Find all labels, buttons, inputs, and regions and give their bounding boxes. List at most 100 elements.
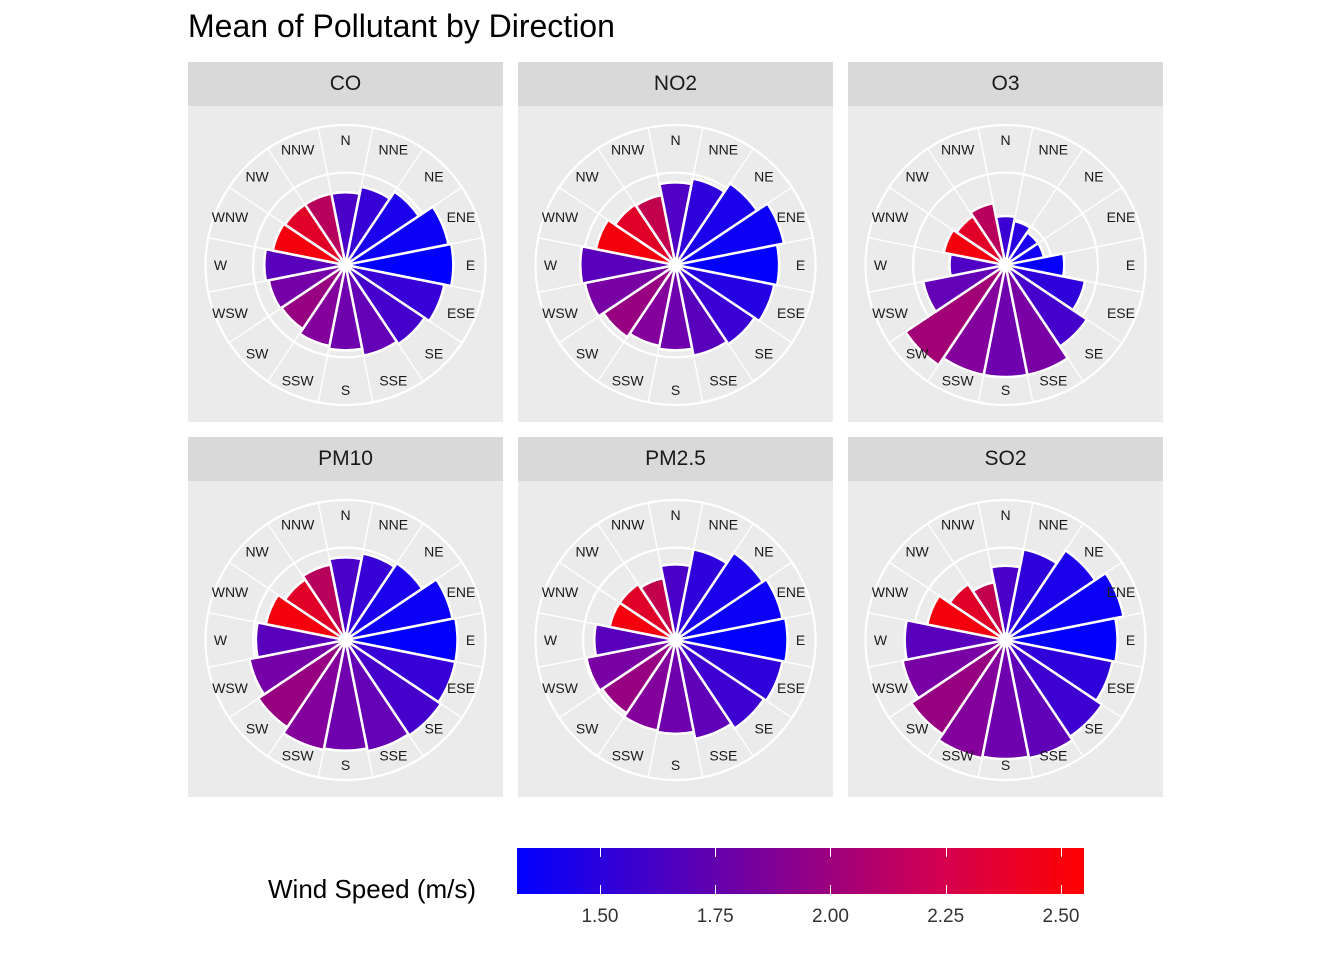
- facet-strip-label: SO2: [848, 437, 1163, 481]
- grid-circle: [204, 498, 487, 782]
- wedge-nw: [948, 582, 1007, 642]
- direction-label: W: [544, 257, 558, 273]
- polar-chart: N NNE NE ENE E ESE SE SSE S SSW SW WSW W WNW NW NNW: [864, 498, 1147, 782]
- facet-panel: SO2 N NNE NE ENE E ESE SE SSE S SSW SW WSW W WNW NW NNW: [848, 437, 1163, 797]
- wedge-sse: [1004, 638, 1074, 760]
- wedge-wnw: [594, 218, 677, 267]
- wedge-sw: [256, 638, 347, 729]
- facet-strip-label: PM10: [188, 437, 503, 481]
- direction-label: E: [796, 257, 805, 273]
- direction-label: NNE: [379, 517, 409, 533]
- polar-plot-area: N NNE NE ENE E ESE SE SSE S SSW SW WSW W WNW NW NNW: [188, 106, 503, 422]
- direction-label: E: [796, 632, 805, 648]
- colorbar-tick-mark: [1060, 848, 1062, 857]
- polar-plot-area: N NNE NE ENE E ESE SE SSE S SSW SW WSW W WNW NW NNW: [848, 481, 1163, 797]
- wedge-ese: [674, 263, 776, 323]
- polar-chart: N NNE NE ENE E ESE SE SSE S SSW SW WSW W WNW NW NNW: [204, 123, 487, 407]
- wedge-nnw: [303, 192, 347, 267]
- direction-label: ESE: [777, 305, 805, 321]
- wedge-nnw: [639, 576, 677, 642]
- direction-label: S: [1001, 757, 1010, 773]
- wedge-se: [344, 263, 426, 346]
- wedge-w: [254, 621, 347, 659]
- polar-chart: N NNE NE ENE E ESE SE SSE S SSW SW WSW W WNW NW NNW: [534, 123, 817, 407]
- direction-label: S: [341, 382, 350, 398]
- direction-label: ESE: [1107, 680, 1135, 696]
- wedge-sse: [674, 263, 729, 357]
- wedge-nnw: [301, 563, 347, 642]
- wedge-se: [674, 263, 756, 346]
- direction-label: NNE: [1039, 517, 1069, 533]
- direction-label: WSW: [542, 305, 579, 321]
- wedge-e: [674, 243, 781, 287]
- direction-label: W: [874, 257, 888, 273]
- direction-label: WSW: [542, 680, 579, 696]
- legend-title: Wind Speed (m/s): [268, 874, 477, 904]
- direction-label: ESE: [1107, 305, 1135, 321]
- direction-label: NNW: [941, 517, 975, 533]
- wedge-wsw: [901, 638, 1007, 700]
- direction-label: ESE: [777, 680, 805, 696]
- colorbar-tick-mark: [830, 885, 832, 894]
- direction-label: ENE: [447, 209, 476, 225]
- wedge-sse: [674, 638, 733, 741]
- direction-label: NE: [424, 544, 443, 560]
- direction-label: WNW: [542, 209, 579, 225]
- direction-label: NNE: [709, 142, 739, 158]
- direction-label: WSW: [212, 680, 249, 696]
- wedge-w: [263, 247, 347, 283]
- wedge-w: [903, 619, 1007, 661]
- polar-plot-area: N NNE NE ENE E ESE SE SSE S SSW SW WSW W WNW NW NNW: [518, 106, 833, 422]
- direction-label: SE: [1085, 345, 1104, 361]
- wedge-w: [593, 622, 677, 658]
- wedge-sse: [344, 638, 410, 753]
- direction-label: WNW: [212, 209, 249, 225]
- wedge-ese: [674, 638, 784, 702]
- colorbar: [517, 848, 1084, 894]
- direction-label: E: [466, 257, 475, 273]
- chart-title: Mean of Pollutant by Direction: [188, 8, 615, 44]
- direction-label: SSW: [282, 372, 315, 388]
- facet-panel: O3 N NNE NE ENE E ESE SE SSE S SSW SW WSW W WNW NW NNW: [848, 62, 1163, 422]
- direction-label: W: [214, 257, 228, 273]
- wedge-wsw: [921, 263, 1007, 313]
- direction-label: NNW: [611, 517, 645, 533]
- wedge-nnw: [969, 201, 1007, 267]
- direction-label: SSW: [282, 747, 315, 763]
- direction-label: WSW: [212, 305, 249, 321]
- direction-label: SSW: [612, 372, 645, 388]
- facet-strip-label: NO2: [518, 62, 833, 106]
- direction-label: ENE: [1107, 209, 1136, 225]
- direction-label: NE: [754, 544, 773, 560]
- direction-label: NNE: [1039, 142, 1069, 158]
- polar-plot-area: N NNE NE ENE E ESE SE SSE S SSW SW WSW W WNW NW NNW: [518, 481, 833, 797]
- direction-label: SSE: [709, 372, 737, 388]
- wedge-w: [579, 245, 677, 285]
- colorbar-tick-mark: [1060, 885, 1062, 894]
- wedge-s: [327, 263, 364, 352]
- direction-label: NW: [245, 544, 269, 560]
- colorbar-tick-mark: [945, 885, 947, 894]
- colorbar-tick-mark: [599, 885, 601, 894]
- direction-label: NW: [575, 544, 599, 560]
- direction-label: SE: [755, 345, 774, 361]
- direction-label: WSW: [872, 305, 909, 321]
- polar-plot-area: N NNE NE ENE E ESE SE SSE S SSW SW WSW W WNW NW NNW: [848, 106, 1163, 422]
- direction-label: NE: [1084, 544, 1103, 560]
- direction-label: ESE: [447, 680, 475, 696]
- direction-label: N: [670, 507, 680, 523]
- direction-label: S: [671, 382, 680, 398]
- direction-label: ENE: [777, 584, 806, 600]
- direction-label: SW: [246, 720, 269, 736]
- wedge-e: [674, 616, 789, 664]
- wedge-s: [657, 263, 694, 352]
- wedge-e: [344, 242, 455, 288]
- direction-label: SSW: [612, 747, 645, 763]
- direction-label: NW: [245, 169, 269, 185]
- direction-label: NW: [905, 544, 929, 560]
- colorbar-tick-label: 1.75: [696, 906, 734, 927]
- direction-label: S: [1001, 382, 1010, 398]
- polar-chart: N NNE NE ENE E ESE SE SSE S SSW SW WSW W WNW NW NNW: [864, 123, 1147, 407]
- grid-circle: [204, 123, 487, 407]
- facet-panel: NO2 N NNE NE ENE E ESE SE SSE S SSW SW WSW W WNW NW NNW: [518, 62, 833, 422]
